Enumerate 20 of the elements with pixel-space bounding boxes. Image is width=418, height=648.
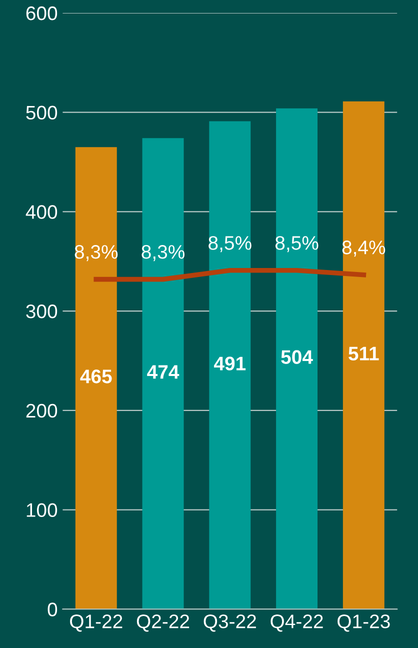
x-tick-label: Q4-22 [270, 614, 323, 632]
data-label: 504 [281, 350, 313, 364]
y-tick-label: 200 [26, 404, 58, 418]
data-label: 8,5% [208, 236, 252, 252]
data-label: 474 [147, 365, 180, 379]
y-tick-label: 600 [26, 6, 58, 20]
x-tick-label: Q3-22 [204, 614, 256, 632]
data-label: 8,3% [142, 245, 184, 262]
data-label: 491 [214, 356, 246, 370]
y-tick-label: 400 [26, 205, 58, 219]
y-tick-label: 100 [26, 503, 58, 517]
data-label: 511 [348, 346, 379, 360]
y-tick-label: 300 [26, 304, 58, 318]
y-tick-label: 0 [48, 602, 58, 616]
data-label: 8,5% [275, 236, 318, 252]
x-tick-label: Q1-23 [338, 614, 390, 632]
y-tick-label: 500 [26, 106, 58, 120]
x-tick-label: Q2-22 [136, 614, 190, 632]
data-label: 465 [80, 370, 112, 384]
x-tick-label: Q1-22 [70, 614, 122, 632]
